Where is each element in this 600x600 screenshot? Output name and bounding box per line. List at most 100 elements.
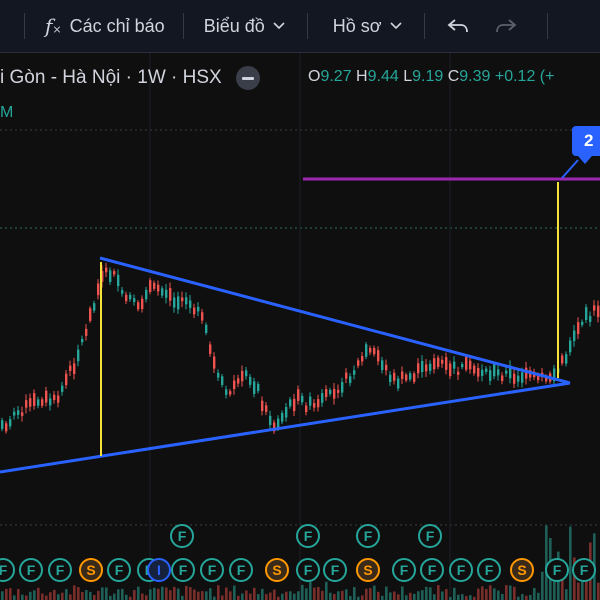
volume-bar xyxy=(249,593,252,600)
event-marker-f[interactable]: F xyxy=(418,524,442,548)
marker-letter: F xyxy=(553,562,562,578)
event-marker-f[interactable]: F xyxy=(477,558,501,582)
undo-button[interactable] xyxy=(447,0,469,52)
price-label-badge[interactable]: 2 xyxy=(572,126,600,164)
marker-letter: F xyxy=(400,562,409,578)
marker-letter: F xyxy=(426,528,435,544)
marker-circle xyxy=(392,558,416,582)
event-marker-f[interactable]: F xyxy=(356,524,380,548)
candle-body xyxy=(237,378,240,384)
collapse-button[interactable] xyxy=(235,66,260,90)
candle-body xyxy=(493,364,496,377)
candle-body xyxy=(425,364,428,372)
volume-bar xyxy=(373,585,376,600)
event-marker-i[interactable]: I xyxy=(147,558,171,582)
volume-bar xyxy=(213,596,216,600)
candle-body xyxy=(393,372,396,381)
marker-letter: S xyxy=(363,562,372,578)
chart-menu-button[interactable]: Biểu đồ xyxy=(204,0,285,52)
event-marker-s[interactable]: S xyxy=(79,558,103,582)
candle-body xyxy=(397,378,400,389)
candle-body xyxy=(261,400,264,411)
event-marker-f[interactable]: F xyxy=(200,558,224,582)
candle-body xyxy=(113,271,116,275)
event-marker-f[interactable]: F xyxy=(420,558,444,582)
event-marker-f[interactable]: F xyxy=(296,524,320,548)
event-marker-f[interactable]: F xyxy=(107,558,131,582)
volume-bar xyxy=(149,589,152,600)
event-marker-f[interactable]: F xyxy=(296,558,320,582)
lower-trendline[interactable] xyxy=(0,381,571,474)
volume-bar xyxy=(457,594,460,600)
event-marker-s[interactable]: S xyxy=(356,558,380,582)
marker-letter: F xyxy=(331,562,340,578)
chevron-down-icon xyxy=(390,22,402,30)
event-marker-f[interactable]: F xyxy=(48,558,72,582)
candle-body xyxy=(517,375,520,382)
volume-bar xyxy=(485,588,488,600)
candle-body xyxy=(421,360,424,372)
event-marker-f[interactable]: F xyxy=(0,558,15,582)
candle-body xyxy=(21,412,24,416)
candle-body xyxy=(473,365,476,374)
marker-letter: S xyxy=(86,562,95,578)
volume-bar xyxy=(13,595,16,600)
high-key: H xyxy=(356,68,368,85)
volume-bar xyxy=(577,582,580,600)
candle-body xyxy=(105,267,108,273)
event-marker-f[interactable]: F xyxy=(572,558,596,582)
event-marker-f[interactable]: F xyxy=(323,558,347,582)
high-value: 9.44 xyxy=(367,68,399,85)
marker-letter: F xyxy=(179,562,188,578)
volume-bar xyxy=(17,588,20,600)
symbol-title[interactable]: i Gòn - Hà Nội · 1W · HSX xyxy=(0,67,222,88)
marker-letter: S xyxy=(517,562,526,578)
volume-bar xyxy=(285,591,288,600)
candle-body xyxy=(57,395,60,403)
event-marker-f[interactable]: F xyxy=(170,524,194,548)
volume-bar xyxy=(221,595,224,600)
volume-bar xyxy=(521,594,524,600)
event-marker-f[interactable]: F xyxy=(229,558,253,582)
event-marker-s[interactable]: S xyxy=(510,558,534,582)
upper-trendline[interactable] xyxy=(99,256,571,385)
event-marker-f[interactable]: F xyxy=(19,558,43,582)
candle-body xyxy=(469,360,472,370)
redo-button[interactable] xyxy=(495,0,517,52)
marker-letter: F xyxy=(115,562,124,578)
candle-body xyxy=(29,398,32,407)
candle-body xyxy=(193,307,196,315)
volume-bar xyxy=(353,587,356,600)
candle-body xyxy=(589,316,592,322)
event-marker-s[interactable]: S xyxy=(265,558,289,582)
event-marker-f[interactable]: F xyxy=(545,558,569,582)
volume-bar xyxy=(225,587,228,600)
event-marker-f[interactable]: F xyxy=(171,558,195,582)
candle-body xyxy=(93,303,96,311)
candle-body xyxy=(233,380,236,390)
volume-bar xyxy=(489,585,492,600)
volume-bar xyxy=(389,592,392,600)
candle-body xyxy=(381,360,384,371)
event-marker-f[interactable]: F xyxy=(449,558,473,582)
volume-bar xyxy=(145,595,148,600)
volume-bar xyxy=(481,586,484,600)
candle-body xyxy=(217,372,220,378)
volume-bar xyxy=(433,594,436,600)
event-marker-f[interactable]: F xyxy=(392,558,416,582)
indicators-button[interactable]: f× Các chỉ báo xyxy=(45,0,165,52)
candle-body xyxy=(273,422,276,432)
marker-circle xyxy=(48,558,72,582)
marker-circle xyxy=(170,524,194,548)
candle-body xyxy=(481,369,484,376)
volume-bar xyxy=(397,594,400,600)
volume-bar xyxy=(417,591,420,600)
candle-body xyxy=(509,365,512,379)
volume-bar xyxy=(297,591,300,600)
open-value: 9.27 xyxy=(320,68,352,85)
close-key: C xyxy=(447,68,460,85)
volume-bar xyxy=(25,595,28,600)
profile-menu-button[interactable]: Hồ sơ xyxy=(333,0,402,52)
volume-bar xyxy=(517,596,520,600)
